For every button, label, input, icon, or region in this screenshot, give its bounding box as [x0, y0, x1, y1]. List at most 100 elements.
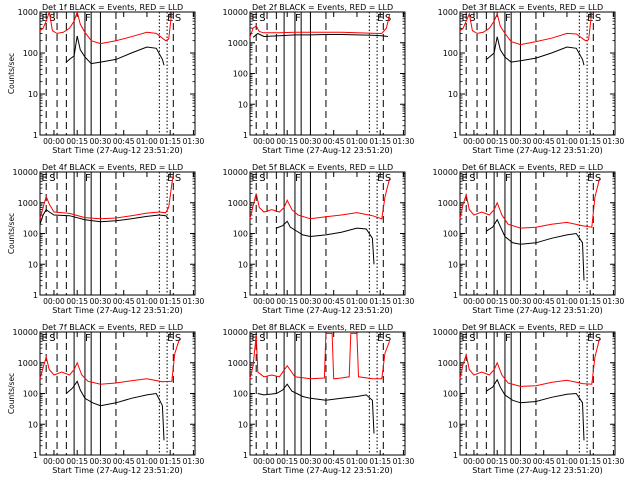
- y-tick-label: 100: [23, 49, 38, 58]
- x-tick-label: 00:30: [300, 297, 322, 306]
- plot-title: Det 6f BLACK = Events, RED = LLD: [462, 163, 603, 172]
- series-line-lld: [249, 14, 390, 38]
- x-tick-label: 01:00: [346, 297, 368, 306]
- y-tick-label: 100: [233, 70, 248, 79]
- x-tick-label: 01:30: [393, 137, 415, 146]
- x-tick-label: 00:00: [43, 457, 65, 466]
- region-label: S: [259, 173, 265, 184]
- y-tick-label: 1: [33, 451, 38, 460]
- x-axis-label: Start Time (27-Aug-12 23:51:20): [52, 306, 183, 315]
- series-line-lld: [39, 174, 174, 220]
- y-tick-label: 10: [238, 420, 248, 429]
- y-tick-label: 100: [443, 390, 458, 399]
- region-label: E: [377, 13, 383, 24]
- x-tick-label: 00:30: [300, 457, 322, 466]
- y-tick-label: 10000: [13, 328, 38, 337]
- y-tick-label: 10000: [223, 168, 248, 177]
- y-tick-label: 100: [443, 49, 458, 58]
- series-line-lld: [249, 178, 390, 220]
- region-label: S: [595, 13, 601, 24]
- region-label: E: [42, 333, 48, 344]
- x-tick-label: 00:45: [533, 137, 555, 146]
- x-tick-label: 00:15: [276, 457, 298, 466]
- region-label: S: [469, 173, 475, 184]
- series-line-events: [486, 218, 585, 281]
- x-tick-label: 01:30: [393, 297, 415, 306]
- region-label: E: [587, 173, 593, 184]
- x-tick-label: 00:30: [90, 297, 112, 306]
- x-tick-label: 00:30: [90, 457, 112, 466]
- y-tick-label: 1: [243, 131, 248, 140]
- x-axis-label: Start Time (27-Aug-12 23:51:20): [472, 306, 603, 315]
- region-label: F: [505, 173, 511, 184]
- y-tick-label: 100: [233, 390, 248, 399]
- region-label: F: [505, 333, 511, 344]
- region-label: E: [587, 333, 593, 344]
- x-axis-label: Start Time (27-Aug-12 23:51:20): [472, 146, 603, 155]
- x-tick-label: 01:30: [183, 457, 205, 466]
- series-line-lld: [459, 11, 593, 46]
- y-axis-label: Counts/sec: [7, 53, 16, 94]
- plot-frame: [39, 171, 196, 296]
- x-axis-label: Start Time (27-Aug-12 23:51:20): [262, 306, 393, 315]
- y-tick-label: 10000: [223, 8, 248, 17]
- y-tick-label: 10000: [13, 168, 38, 177]
- region-label: S: [385, 173, 391, 184]
- x-tick-label: 00:00: [463, 297, 485, 306]
- x-tick-label: 01:15: [579, 137, 601, 146]
- x-tick-label: 01:15: [369, 137, 391, 146]
- plot-title: Det 5f BLACK = Events, RED = LLD: [252, 163, 393, 172]
- region-label: E: [252, 173, 258, 184]
- x-tick-label: 00:30: [510, 457, 532, 466]
- region-label: S: [595, 333, 601, 344]
- series-line-lld: [39, 338, 180, 385]
- series-line-events: [257, 383, 375, 434]
- region-label: E: [167, 13, 173, 24]
- y-tick-label: 10: [238, 260, 248, 269]
- y-tick-label: 1000: [18, 199, 38, 208]
- x-tick-label: 00:15: [66, 137, 88, 146]
- y-tick-label: 1000: [228, 39, 248, 48]
- y-tick-label: 1: [33, 131, 38, 140]
- plot-frame: [459, 331, 616, 456]
- x-tick-label: 01:00: [346, 457, 368, 466]
- region-label: E: [462, 333, 468, 344]
- x-tick-label: 01:30: [393, 457, 415, 466]
- x-tick-label: 00:00: [463, 137, 485, 146]
- region-label: S: [595, 173, 601, 184]
- x-tick-label: 00:15: [66, 457, 88, 466]
- plot-title: Det 1f BLACK = Events, RED = LLD: [42, 3, 183, 12]
- region-label: F: [295, 13, 301, 24]
- panel-2: 1 10 100 1000 10000 00:00 00:15 00:30 00:45 01:00…: [223, 3, 415, 155]
- y-tick-label: 10: [28, 90, 38, 99]
- y-tick-label: 1: [243, 291, 248, 300]
- x-tick-label: 00:15: [276, 297, 298, 306]
- region-label: F: [295, 333, 301, 344]
- x-tick-label: 00:45: [113, 137, 135, 146]
- x-tick-label: 01:15: [159, 297, 181, 306]
- region-label: S: [49, 13, 55, 24]
- y-tick-label: 10000: [433, 168, 458, 177]
- region-label: E: [587, 13, 593, 24]
- region-label: S: [469, 333, 475, 344]
- x-axis-label: Start Time (27-Aug-12 23:51:20): [52, 466, 183, 475]
- x-tick-label: 01:15: [159, 457, 181, 466]
- x-tick-label: 01:30: [603, 137, 625, 146]
- x-tick-label: 01:30: [183, 137, 205, 146]
- region-label: E: [167, 173, 173, 184]
- y-tick-label: 100: [443, 230, 458, 239]
- y-tick-label: 10: [28, 260, 38, 269]
- x-tick-label: 01:00: [136, 297, 158, 306]
- y-tick-label: 10000: [433, 328, 458, 337]
- series-line-lld: [459, 178, 600, 229]
- region-label: S: [49, 333, 55, 344]
- region-label: S: [49, 173, 55, 184]
- x-tick-label: 00:15: [66, 297, 88, 306]
- x-tick-label: 00:15: [486, 137, 508, 146]
- x-tick-label: 00:15: [276, 137, 298, 146]
- x-tick-label: 01:15: [369, 457, 391, 466]
- panel-7: 1 10 100 1000 10000 00:00 00:15 00:30 00:45 01:00…: [7, 323, 204, 475]
- region-label: E: [462, 13, 468, 24]
- region-label: F: [295, 173, 301, 184]
